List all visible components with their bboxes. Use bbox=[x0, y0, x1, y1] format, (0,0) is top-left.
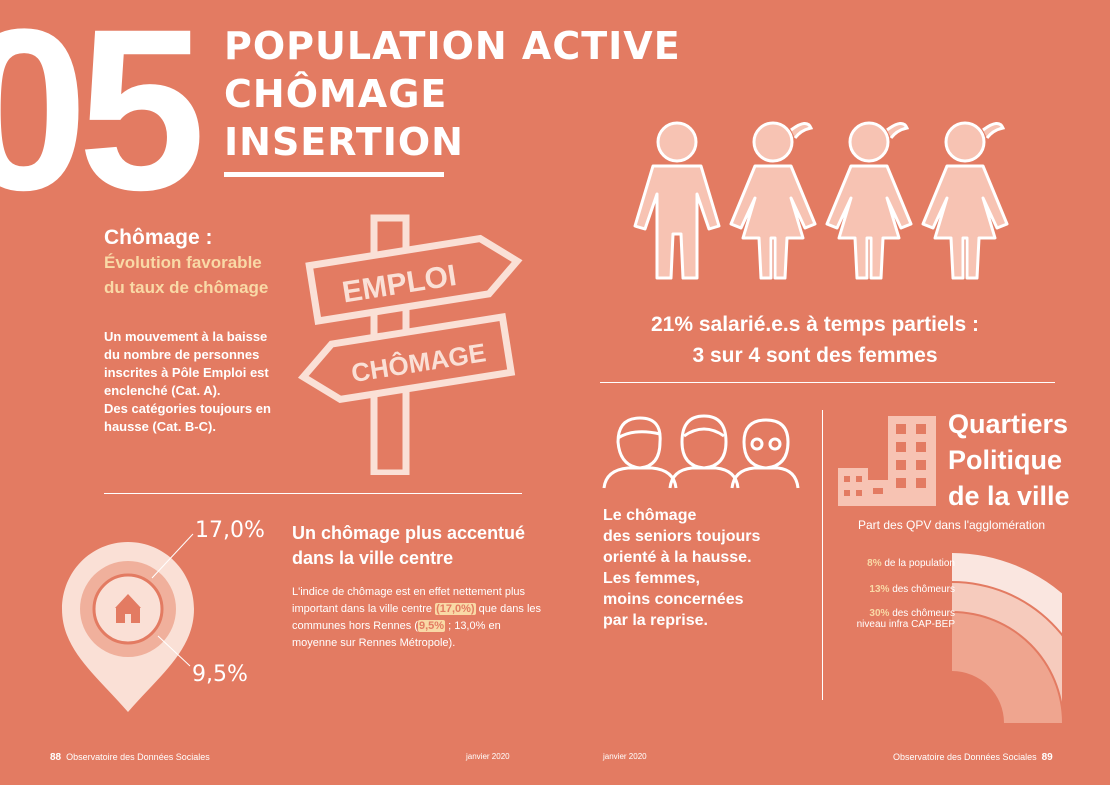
seniors-line: Le chômage bbox=[603, 507, 697, 524]
temps-partiel-line-2: 3 sur 4 sont des femmes bbox=[692, 344, 938, 367]
people-figures bbox=[633, 121, 1009, 280]
qpv-pct: 30% bbox=[869, 608, 890, 619]
highlight-hors: 9,5% bbox=[417, 620, 446, 632]
chomage-heading: Chômage : bbox=[104, 226, 213, 249]
qpv-pct: 8% bbox=[867, 558, 882, 569]
qpv-label: des chômeurs bbox=[892, 608, 955, 619]
chomage-paragraph-line: Un mouvement à la baisse bbox=[104, 329, 268, 344]
temps-partiel-text: 21% salarié.e.s à temps partiels : 3 sur… bbox=[600, 309, 1030, 371]
senior-woman-icon bbox=[668, 414, 740, 489]
chomage-subheading-line: Évolution favorable bbox=[104, 253, 262, 272]
chomage-paragraph-line: enclenché (Cat. A). bbox=[104, 383, 221, 398]
qpv-arc-population bbox=[952, 553, 1062, 634]
title-line-2: CHÔMAGE bbox=[224, 72, 448, 116]
seniors-line: moins concernées bbox=[603, 591, 744, 608]
page-number: 89 bbox=[1041, 752, 1053, 763]
seniors-line: orienté à la hausse. bbox=[603, 549, 752, 566]
page-number: 88 bbox=[50, 752, 62, 763]
highlight-centre: (17,0%) bbox=[435, 603, 476, 615]
footer-date-right: janvier 2020 bbox=[603, 752, 647, 761]
footer-org: Observatoire des Données Sociales bbox=[66, 752, 210, 762]
sign-chomage: CHÔMAGE bbox=[297, 313, 516, 404]
villes-heading-line: dans la ville centre bbox=[292, 548, 454, 568]
qpv-title-line: Quartiers bbox=[948, 409, 1069, 439]
footer-date-left: janvier 2020 bbox=[466, 752, 510, 761]
temps-partiel-line-1: 21% salarié.e.s à temps partiels : bbox=[650, 313, 979, 336]
seniors-line: par la reprise. bbox=[603, 612, 708, 629]
pct-hors-rennes: 9,5% bbox=[192, 662, 248, 687]
qpv-label-infra: 30% des chômeurs niveau infra CAP-BEP bbox=[845, 608, 955, 630]
title-line-3: INSERTION bbox=[224, 120, 464, 164]
qpv-label-chomeurs: 13% des chômeurs bbox=[845, 584, 955, 595]
leader-line-hors bbox=[157, 635, 191, 667]
page-title: POPULATION ACTIVE CHÔMAGE INSERTION bbox=[224, 22, 681, 166]
villes-paragraph: L'indice de chômage est en effet netteme… bbox=[292, 584, 542, 652]
footer-right: Observatoire des Données Sociales 89 bbox=[893, 752, 1053, 763]
vertical-divider bbox=[822, 410, 823, 700]
chomage-paragraph-line: inscrites à Pôle Emploi est bbox=[104, 365, 269, 380]
qpv-label: des chômeurs bbox=[892, 584, 955, 595]
man-figure-icon bbox=[633, 121, 721, 280]
qpv-subtitle: Part des QPV dans l'agglomération bbox=[858, 518, 1046, 532]
seniors-line: des seniors toujours bbox=[603, 528, 761, 545]
qpv-title-line: de la ville bbox=[948, 481, 1070, 511]
chomage-paragraph-line: Des catégories toujours en bbox=[104, 401, 271, 416]
map-pin-illustration bbox=[62, 533, 194, 712]
chomage-subheading-line: du taux de chômage bbox=[104, 278, 269, 297]
villes-heading-line: Un chômage plus accentué bbox=[292, 523, 526, 543]
villes-heading: Un chômage plus accentué dans la ville c… bbox=[292, 521, 552, 571]
left-divider bbox=[104, 493, 522, 494]
seniors-faces-illustration bbox=[602, 414, 800, 489]
qpv-label: niveau infra CAP-BEP bbox=[856, 619, 955, 630]
woman-figure-icon bbox=[921, 121, 1009, 280]
chomage-paragraph-line: du nombre de personnes bbox=[104, 347, 260, 362]
footer-left: 88 Observatoire des Données Sociales bbox=[50, 752, 210, 763]
qpv-arc-chart bbox=[952, 553, 1062, 723]
signpost-illustration: EMPLOI CHÔMAGE bbox=[297, 214, 523, 475]
qpv-label: de la population bbox=[884, 558, 955, 569]
footer-org: Observatoire des Données Sociales bbox=[893, 752, 1037, 762]
villes-text: ; 13,0% en moyenne sur Rennes Métropole)… bbox=[292, 620, 501, 649]
qpv-pct: 13% bbox=[869, 584, 890, 595]
woman-figure-icon bbox=[825, 121, 913, 280]
qpv-label-population: 8% de la population bbox=[845, 558, 955, 569]
chomage-subheading: Évolution favorable du taux de chômage bbox=[104, 250, 284, 300]
villes-text: L'indice de chômage est en effet netteme… bbox=[292, 586, 526, 615]
qpv-arc-chomeurs bbox=[952, 583, 1062, 703]
sign-emploi: EMPLOI bbox=[305, 234, 523, 325]
pct-ville-centre: 17,0% bbox=[195, 518, 265, 543]
title-line-1: POPULATION ACTIVE bbox=[224, 24, 681, 68]
qpv-title: Quartiers Politique de la ville bbox=[948, 406, 1070, 514]
qpv-arc-infra bbox=[952, 613, 1062, 723]
chomage-paragraph: Un mouvement à la baisse du nombre de pe… bbox=[104, 328, 284, 436]
leader-line-centre bbox=[151, 533, 194, 579]
section-number: 05 bbox=[0, 0, 206, 238]
seniors-line: Les femmes, bbox=[603, 570, 700, 587]
seniors-text: Le chômage des seniors toujours orienté … bbox=[603, 505, 803, 631]
villes-text: que dans les communes hors Rennes ( bbox=[292, 603, 542, 632]
woman-figure-icon bbox=[729, 121, 817, 280]
senior-man-icon bbox=[602, 416, 678, 489]
house-icon bbox=[115, 594, 141, 623]
title-underline bbox=[224, 172, 444, 177]
right-divider bbox=[600, 382, 1055, 383]
buildings-icon bbox=[838, 416, 936, 506]
senior-man-glasses-icon bbox=[730, 418, 800, 489]
qpv-title-line: Politique bbox=[948, 445, 1062, 475]
chomage-paragraph-line: hausse (Cat. B-C). bbox=[104, 419, 216, 434]
